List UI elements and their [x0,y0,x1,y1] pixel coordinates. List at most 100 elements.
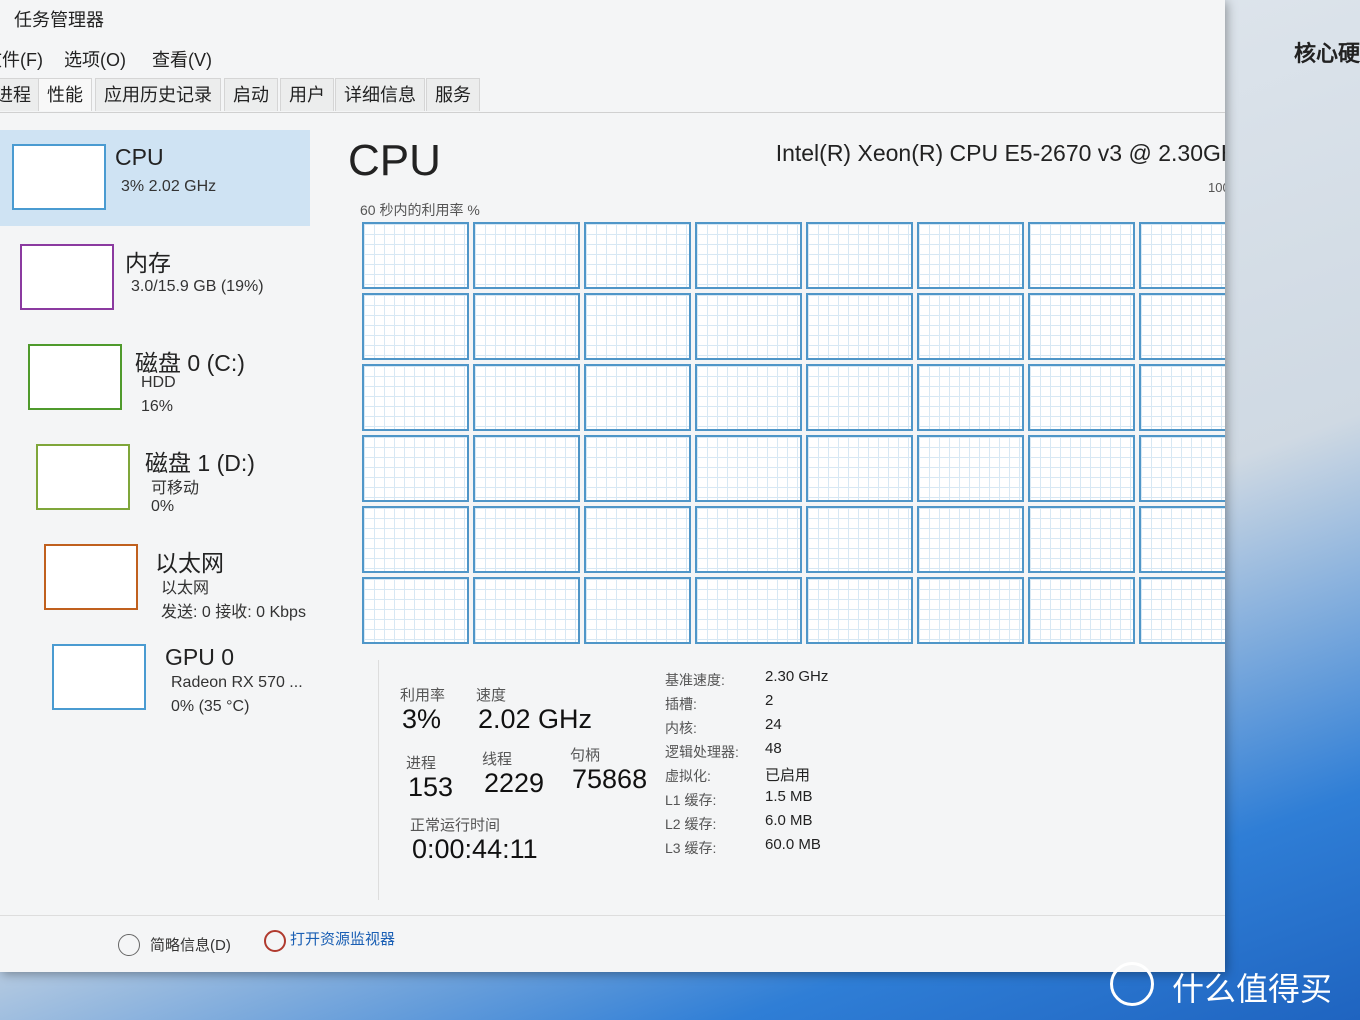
footer-divider [0,915,1225,916]
sidebar-detail: Radeon RX 570 ... [171,674,303,691]
graph-label: 60 秒内的利用率 % [360,202,480,218]
menu-item[interactable]: 选项(O) [64,50,126,70]
tab[interactable]: 用户 [280,78,334,111]
sidebar-thumbnail [28,344,122,410]
processor-graph [695,364,802,431]
processor-graph [584,577,691,644]
stat-label: 句柄 [570,747,601,764]
sidebar-thumbnail [20,244,114,310]
window-title: 任务管理器 [14,10,104,30]
cpu-model: Intel(R) Xeon(R) CPU E5-2670 v3 @ 2.30GH… [775,140,1225,166]
processor-graph [473,506,580,573]
processor-graph [1139,364,1225,431]
sidebar-item[interactable]: GPU 0 Radeon RX 570 ... 0% (35 °C) [0,630,310,726]
spec-label: L1 缓存: [665,792,717,808]
processor-graph [1139,506,1225,573]
stat-label: 利用率 [400,687,446,704]
tab[interactable]: 详细信息 [335,78,425,111]
sidebar-thumbnail [52,644,146,710]
stat-value: 0:00:44:11 [412,834,538,864]
processor-graph [695,435,802,502]
sidebar-name: 以太网 [155,550,224,576]
sidebar-item[interactable]: 以太网 以太网 发送: 0 接收: 0 Kbps [0,530,310,626]
sidebar-detail: 16% [141,398,174,415]
sidebar-detail: 3% 2.02 GHz [121,178,217,195]
processor-graph [1139,293,1225,360]
processor-graph [917,506,1024,573]
spec-label: 插槽: [665,696,697,712]
processor-graph [584,435,691,502]
collapse-icon [118,934,140,956]
menu-item[interactable]: 查看(V) [152,50,212,70]
processor-graph [695,506,802,573]
spec-label: L2 缓存: [665,816,717,832]
sidebar-item[interactable]: 内存 3.0/15.9 GB (19%) [0,230,310,326]
processor-graph [1028,364,1135,431]
stat-label: 线程 [482,751,513,768]
spec-value: 已启用 [765,767,811,784]
stat-value: 153 [408,772,454,802]
spec-value: 60.0 MB [765,836,821,853]
stat-value: 2.02 GHz [478,704,593,734]
sidebar-item[interactable]: 磁盘 0 (C:) HDD 16% [0,330,310,426]
tab[interactable]: 进程 [0,78,40,111]
processor-graph [1028,222,1135,289]
stat-value: 3% [402,704,442,734]
processor-graph [806,435,913,502]
tab-divider [0,112,1225,113]
processor-graph [362,293,469,360]
sidebar-detail: HDD [141,374,176,391]
processor-graph [1139,222,1225,289]
processor-graph [362,577,469,644]
processor-graph [917,293,1024,360]
cpu-heading: CPU [348,136,441,185]
sidebar-item[interactable]: 磁盘 1 (D:) 可移动 0% [0,430,310,526]
sidebar-name: 磁盘 0 (C:) [135,350,245,376]
spec-label: 虚拟化: [665,768,711,784]
processor-graph [917,577,1024,644]
processor-graph [473,577,580,644]
separator [378,660,379,900]
processor-graph [1139,577,1225,644]
processor-graph [806,293,913,360]
spec-label: 逻辑处理器: [665,744,739,760]
processor-graph [362,506,469,573]
processor-graph [473,364,580,431]
fewer-details-link[interactable]: 简略信息(D) [150,937,231,954]
processor-graph [362,222,469,289]
spec-label: L3 缓存: [665,840,717,856]
processor-graph [695,577,802,644]
processor-graph [695,293,802,360]
processor-graph [1028,435,1135,502]
sidebar-name: 内存 [125,250,171,276]
spec-value: 48 [765,740,782,757]
processor-graph [806,506,913,573]
tab[interactable]: 启动 [224,78,278,111]
sidebar-detail: 以太网 [161,580,210,597]
processor-graph [362,435,469,502]
watermark-logo [1110,962,1154,1006]
sidebar-name: GPU 0 [165,644,235,670]
processor-graph [695,222,802,289]
open-monitor-link[interactable]: 打开资源监视器 [290,931,396,948]
sidebar-detail: 0% (35 °C) [171,698,250,715]
processor-graph [584,364,691,431]
sidebar-item[interactable]: CPU 3% 2.02 GHz [0,130,310,226]
processor-graph [1028,293,1135,360]
processor-graph [917,364,1024,431]
spec-label: 内核: [665,720,697,736]
tab[interactable]: 服务 [426,78,480,111]
sidebar-detail: 可移动 [151,480,200,497]
spec-value: 24 [765,716,782,733]
stat-value: 2229 [484,768,545,798]
menu-item[interactable]: 文件(F) [0,50,43,70]
spec-value: 6.0 MB [765,812,813,829]
processor-graph [584,506,691,573]
tab[interactable]: 应用历史记录 [95,78,221,111]
processor-graph [806,364,913,431]
processor-graph [1139,435,1225,502]
stat-label: 进程 [406,755,437,772]
tab[interactable]: 性能 [38,78,92,111]
sidebar-name: 磁盘 1 (D:) [145,450,255,476]
